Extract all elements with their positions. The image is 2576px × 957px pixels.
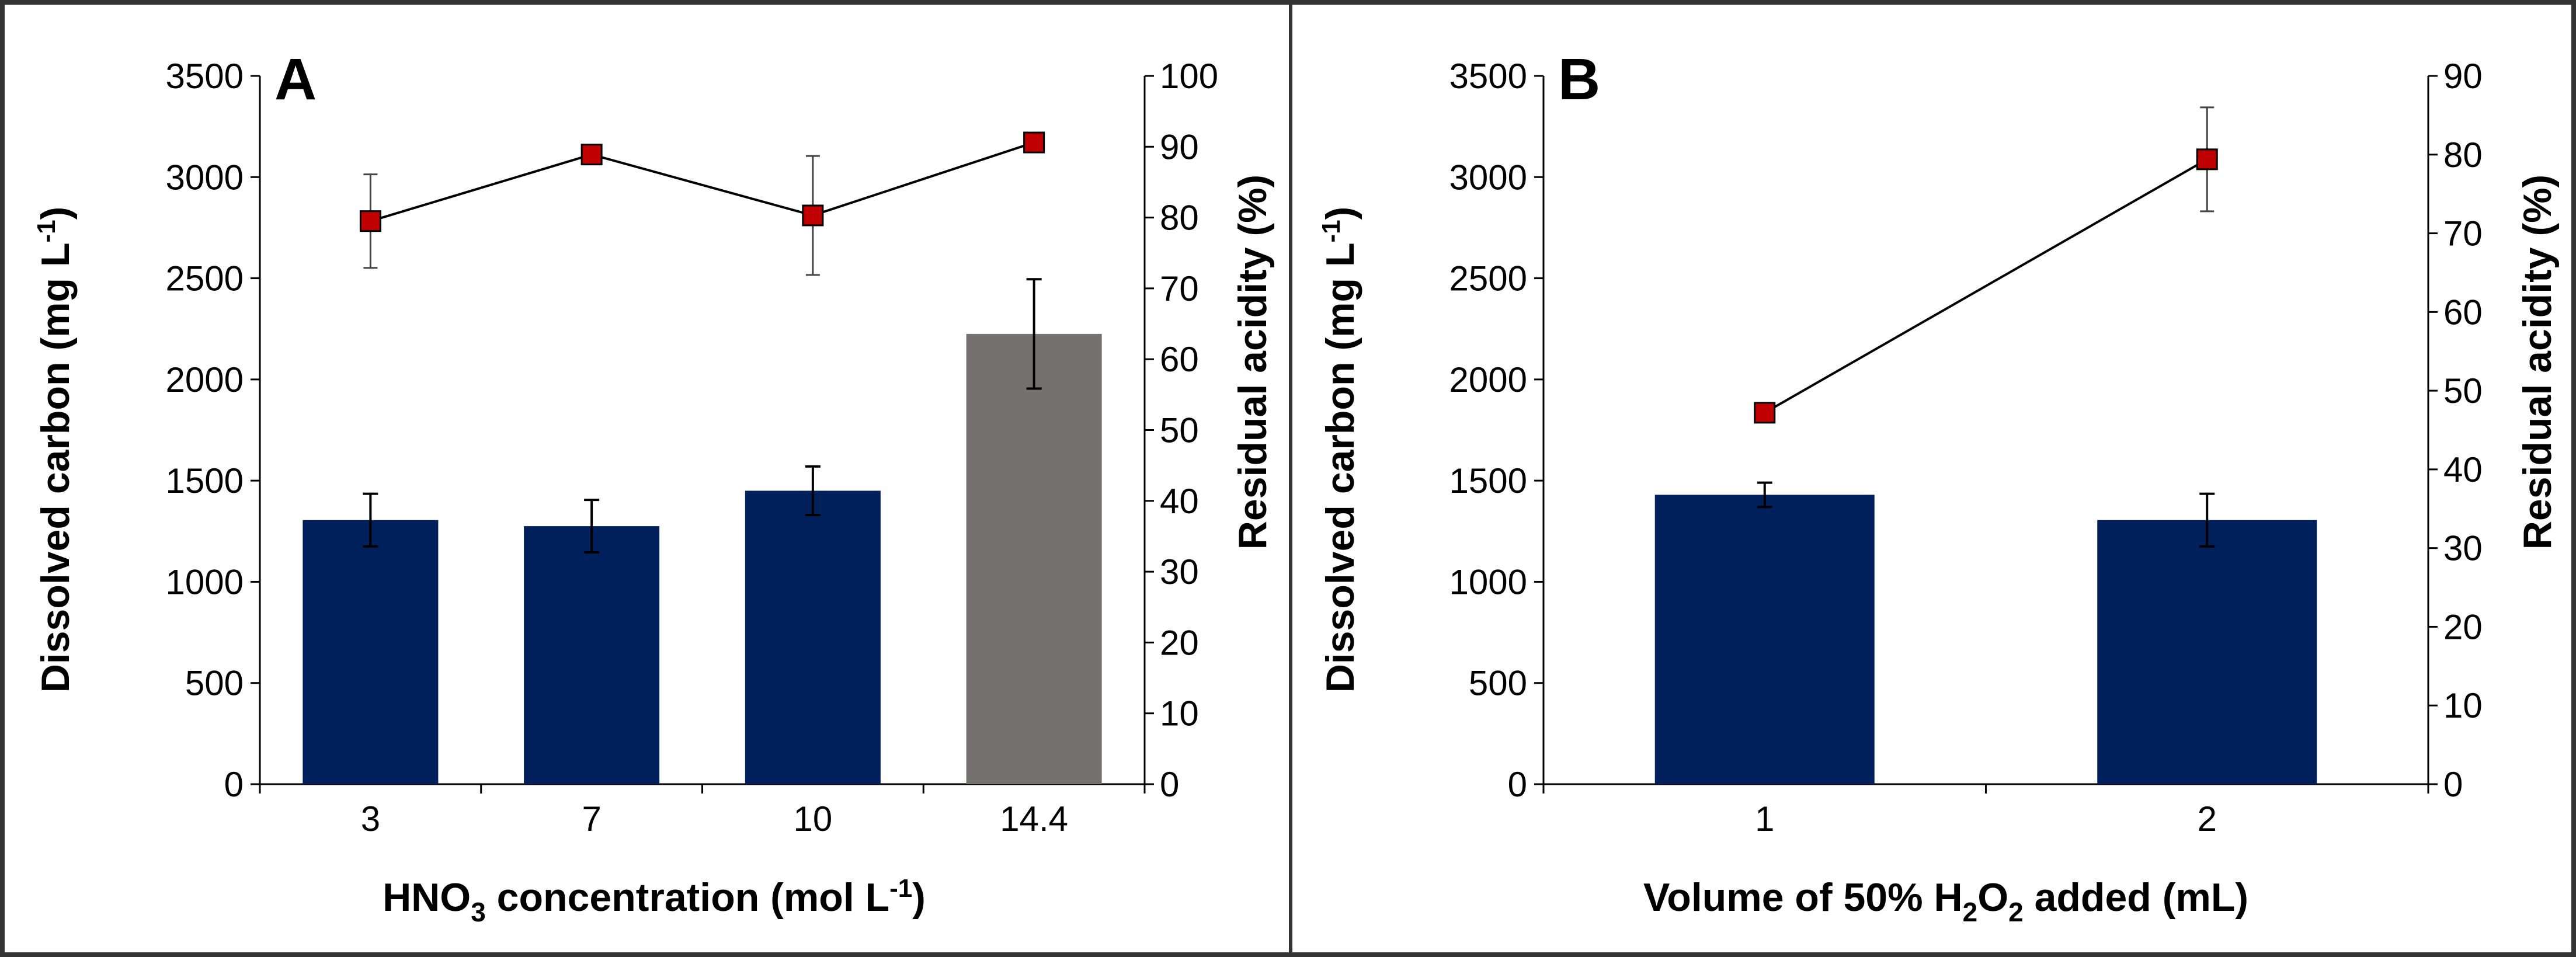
panel-b-left-axis-title: Dissolved carbon (mg L-1) xyxy=(1317,207,1362,693)
panel-b-x-tick-label: 2 xyxy=(2198,799,2217,838)
panel-a-acidity-marker-10 xyxy=(802,204,824,227)
panel-a-acidity-marker-14.4 xyxy=(1023,131,1045,154)
panel-a-right-tick-label: 0 xyxy=(1160,765,1179,804)
panel-b-left-tick-label: 500 xyxy=(1469,664,1527,703)
panel-b-left-tick-label: 2500 xyxy=(1449,259,1527,298)
panel-a-x-tick-label: 14.4 xyxy=(1000,799,1068,838)
panel-a-label: A xyxy=(274,47,317,112)
panel-b-left-tick-label: 3000 xyxy=(1449,158,1527,197)
panel-a-left-tick-label: 500 xyxy=(185,664,244,703)
panel-b-left-tick-label: 1500 xyxy=(1449,461,1527,500)
panel-a-right-tick-label: 100 xyxy=(1160,57,1218,96)
panel-b: B Dissolved carbon (mg L-1) Residual aci… xyxy=(1317,47,2560,927)
panel-a-x-axis-title: HNO3 concentration (mol L-1) xyxy=(383,874,926,927)
panel-a-x-tick-label: 7 xyxy=(582,799,601,838)
panel-a-left-tick-label: 3500 xyxy=(166,57,244,96)
panel-a-right-tick-label: 30 xyxy=(1160,552,1199,591)
panel-a-right-tick-label: 90 xyxy=(1160,127,1199,166)
panel-b-left-tick-label: 2000 xyxy=(1449,360,1527,399)
panel-a-left-tick-label: 1000 xyxy=(166,562,244,601)
panel-b-x-tick-label: 1 xyxy=(1755,799,1774,838)
panel-b-right-tick-label: 20 xyxy=(2443,607,2483,646)
panel-a-x-tick-label: 3 xyxy=(361,799,380,838)
panel-a-right-tick-label: 70 xyxy=(1160,269,1199,308)
panel-a-right-axis-title: Residual acidity (%) xyxy=(1230,175,1275,549)
panel-a-right-tick-label: 80 xyxy=(1160,199,1199,238)
panel-b-right-axis-title: Residual acidity (%) xyxy=(2515,175,2560,549)
panel-b-acidity-marker-2 xyxy=(2196,148,2218,170)
panel-b-right-tick-label: 0 xyxy=(2443,765,2463,804)
panel-a-left-tick-label: 1500 xyxy=(166,461,244,500)
panel-b-right-tick-label: 70 xyxy=(2443,214,2483,253)
panel-b-right-tick-label: 10 xyxy=(2443,686,2483,725)
panel-a-acidity-marker-3 xyxy=(359,210,381,232)
panel-a-bar-3 xyxy=(303,520,439,784)
panel-a-left-tick-label: 3000 xyxy=(166,158,244,197)
panel-b-left-tick-label: 3500 xyxy=(1449,57,1527,96)
panel-a-right-tick-label: 50 xyxy=(1160,411,1199,450)
panel-b-left-tick-label: 1000 xyxy=(1449,562,1527,601)
panel-a-left-tick-label: 0 xyxy=(224,765,244,804)
panel-a-right-tick-label: 20 xyxy=(1160,623,1199,662)
panel-b-bar-1 xyxy=(1654,495,1875,784)
panel-b-left-tick-label: 0 xyxy=(1508,765,1527,804)
panel-b-right-tick-label: 80 xyxy=(2443,135,2483,175)
panel-b-acidity-line xyxy=(1764,158,2208,414)
panel-a: A Dissolved carbon (mg L-1) Residual aci… xyxy=(32,47,1275,927)
panel-a-bar-14.4 xyxy=(966,333,1102,784)
panel-a-bar-7 xyxy=(524,526,660,784)
panel-a-bar-10 xyxy=(745,490,881,784)
panel-a-acidity-line xyxy=(370,141,1035,222)
panel-b-label: B xyxy=(1558,47,1600,112)
panel-b-bar-2 xyxy=(2097,520,2317,784)
panel-a-right-tick-label: 60 xyxy=(1160,340,1199,379)
panel-b-x-axis-title: Volume of 50% H2O2 added (mL) xyxy=(1643,875,2248,927)
panel-a-acidity-marker-7 xyxy=(580,144,603,166)
panel-a-left-tick-label: 2500 xyxy=(166,259,244,298)
panel-a-x-tick-label: 10 xyxy=(794,799,833,838)
panel-a-right-tick-label: 10 xyxy=(1160,694,1199,733)
panel-b-acidity-marker-1 xyxy=(1754,402,1776,424)
panel-b-right-tick-label: 50 xyxy=(2443,371,2483,410)
panel-a-left-tick-label: 2000 xyxy=(166,360,244,399)
panel-b-right-tick-label: 30 xyxy=(2443,529,2483,568)
panel-a-left-axis-title: Dissolved carbon (mg L-1) xyxy=(32,207,78,693)
panel-b-right-tick-label: 90 xyxy=(2443,57,2483,96)
panel-b-right-tick-label: 40 xyxy=(2443,450,2483,489)
panel-a-right-tick-label: 40 xyxy=(1160,482,1199,521)
panel-b-right-tick-label: 60 xyxy=(2443,293,2483,332)
